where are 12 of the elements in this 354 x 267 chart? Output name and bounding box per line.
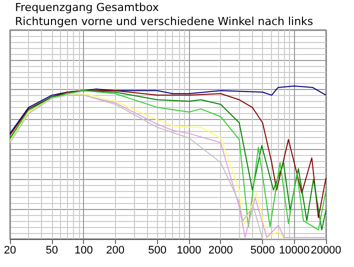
x-tick-label: 1000: [176, 244, 202, 256]
x-tick-label: 5000: [250, 244, 275, 256]
x-tick-label: 50: [46, 244, 58, 256]
x-tick-label: 100: [74, 244, 93, 256]
x-tick-label: 200: [106, 244, 125, 256]
x-tick-label: 2000: [208, 244, 233, 256]
x-tick-label: 20: [4, 244, 16, 256]
chart-subtitle: Richtungen vorne und verschiedene Winkel nach links: [15, 15, 314, 28]
x-tick-label: 10000: [278, 244, 310, 256]
chart-title: Frequenzgang Gesamtbox: [15, 1, 160, 14]
x-tick-label: 500: [148, 244, 166, 256]
x-tick-label: 20000: [310, 244, 342, 256]
